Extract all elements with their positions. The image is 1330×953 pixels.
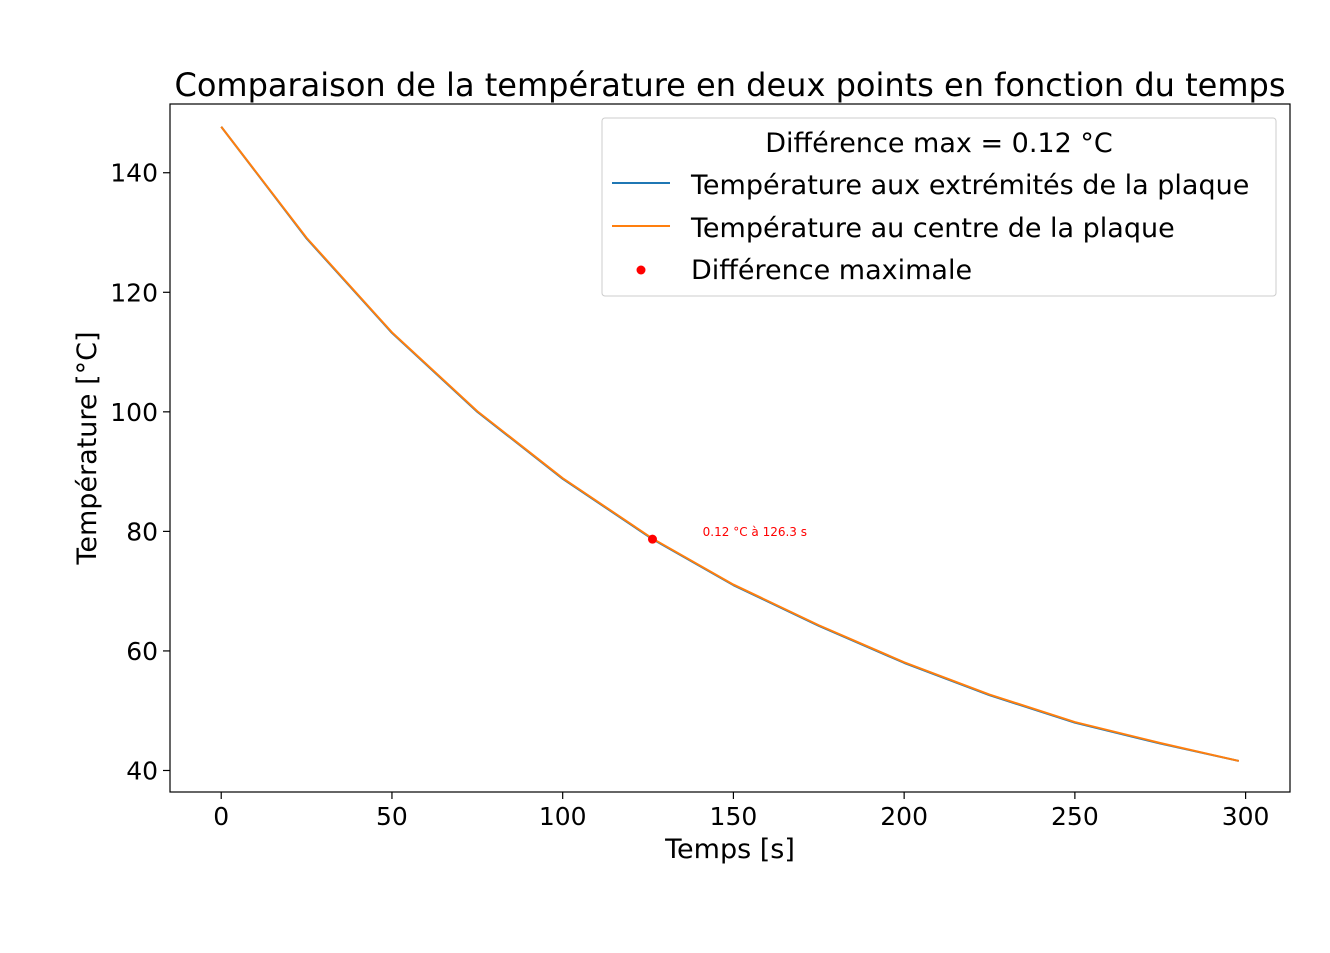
legend-label: Température au centre de la plaque	[690, 213, 1175, 244]
legend-box	[601, 117, 1277, 297]
y-tick-label: 100	[110, 398, 158, 427]
legend-entries: Température aux extrémités de la plaque T…	[612, 170, 1249, 286]
x-tick-label: 300	[1222, 802, 1270, 831]
y-axis: 40 60 80 100 120 140	[110, 159, 170, 785]
series-line-2	[220, 126, 1240, 762]
legend-title: Différence max = 0.12 °C	[765, 128, 1112, 159]
y-tick-label: 140	[110, 159, 158, 188]
y-tick-label: 60	[126, 637, 158, 666]
x-tick-label: 250	[1051, 802, 1099, 831]
x-axis: 0 50 100 150 200 250 300	[213, 792, 1269, 831]
chart-title: Comparaison de la température en deux po…	[175, 66, 1286, 104]
legend-label: Différence maximale	[691, 255, 972, 286]
plot-frame	[169, 103, 1291, 793]
legend-swatch-dot	[636, 265, 646, 275]
x-tick-label: 200	[880, 802, 928, 831]
max-difference-annotation: 0.12 °C à 126.3 s	[703, 525, 807, 539]
y-tick-label: 40	[126, 756, 158, 785]
x-tick-label: 150	[710, 802, 758, 831]
legend-label: Température aux extrémités de la plaque	[690, 170, 1249, 201]
y-tick-label: 80	[126, 517, 158, 546]
x-tick-label: 0	[213, 802, 229, 831]
max-difference-point	[647, 534, 657, 544]
legend: Différence max = 0.12 °C Température aux…	[601, 117, 1277, 297]
x-tick-label: 100	[539, 802, 587, 831]
y-tick-label: 120	[110, 278, 158, 307]
plot-lines: 0.12 °C à 126.3 s	[220, 126, 1240, 762]
x-tick-label: 50	[376, 802, 408, 831]
y-axis-label: Température [°C]	[72, 331, 103, 565]
x-axis-label: Temps [s]	[664, 834, 795, 865]
